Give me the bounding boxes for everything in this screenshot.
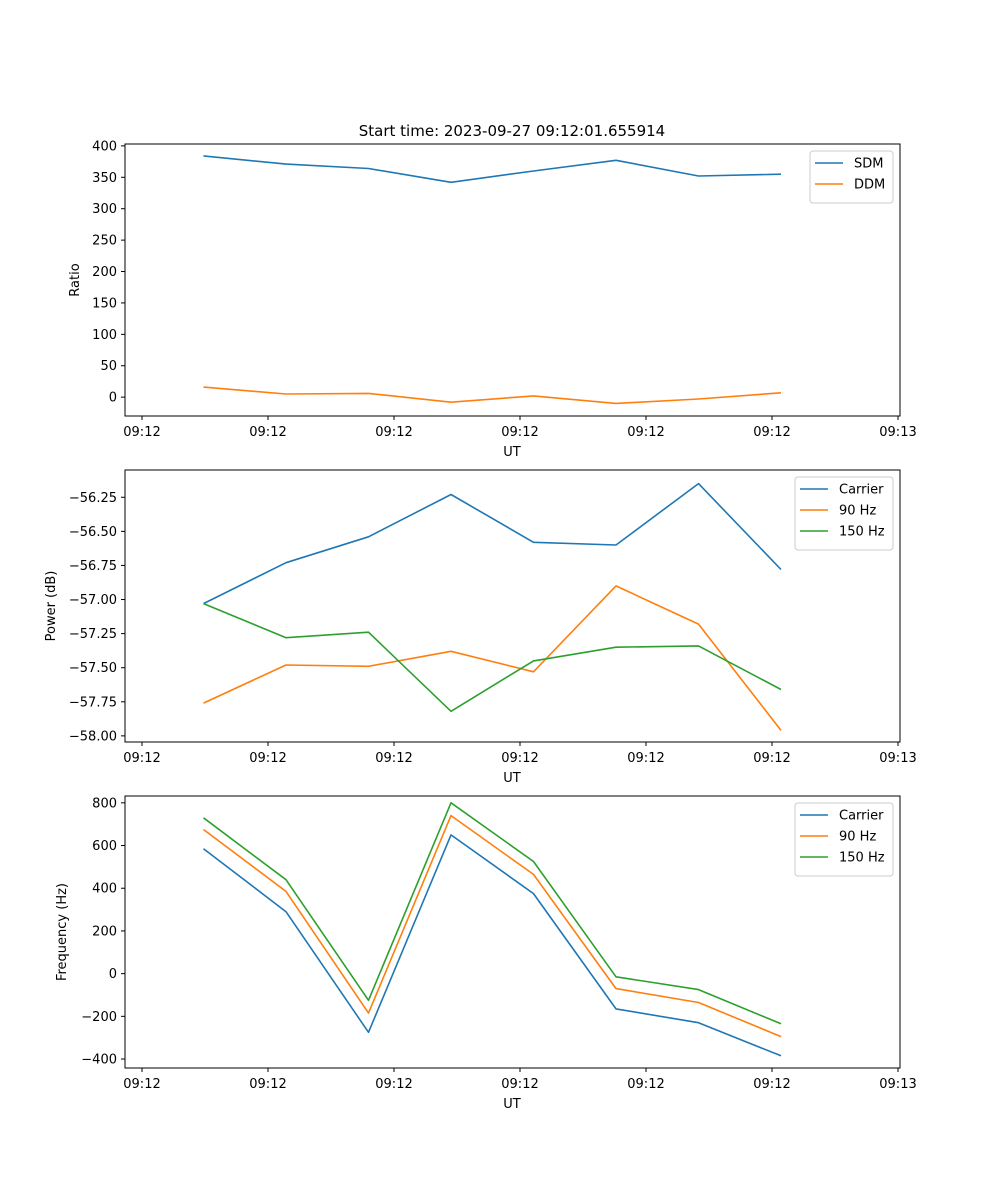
y-tick-label: −56.25 (69, 491, 117, 506)
x-tick-label: 09:12 (249, 751, 286, 766)
y-tick-label: −57.25 (69, 627, 117, 642)
y-tick-label: −400 (81, 1053, 117, 1068)
plot-area (124, 795, 901, 1069)
x-tick-label: 09:12 (627, 425, 664, 440)
series-line-90-hz (203, 585, 782, 731)
series-line-ddm (203, 386, 782, 405)
y-tick-label: 350 (92, 171, 117, 186)
y-tick-label: 400 (92, 139, 117, 154)
x-tick-label: 09:13 (879, 425, 916, 440)
y-tick-label: −200 (81, 1010, 117, 1025)
x-tick-label: 09:12 (627, 751, 664, 766)
chart-title: Start time: 2023-09-27 09:12:01.655914 (359, 122, 665, 140)
y-tick-label: −56.75 (69, 559, 117, 574)
chart-panel-2: 09:12 09:12 09:12 09:12 09:12 09:12 09:13 UT −58… (44, 469, 917, 786)
y-tick-label: 0 (109, 967, 117, 982)
legend-label: DDM (854, 178, 885, 193)
chart-panel-1: 09:12 09:12 09:12 09:12 09:12 09:12 09:13 UT 0 50… (68, 139, 917, 460)
x-tick-label: 09:12 (123, 751, 160, 766)
legend-frame (809, 150, 894, 204)
y-tick-label: 300 (92, 202, 117, 217)
x-tick-label: 09:12 (375, 751, 412, 766)
y-tick-label: −56.50 (69, 525, 117, 540)
x-tick-label: 09:12 (501, 425, 538, 440)
y-tick-label: 150 (92, 296, 117, 311)
x-axis-label: UT (503, 445, 521, 460)
series-line-carrier (203, 482, 782, 605)
legend-label: 150 Hz (839, 851, 885, 866)
x-tick-label: 09:12 (249, 1077, 286, 1092)
y-tick-label: 800 (92, 796, 117, 811)
legend-label: 90 Hz (839, 504, 876, 519)
x-tick-label: 09:12 (501, 751, 538, 766)
legend-label: 90 Hz (839, 830, 876, 845)
x-axis-label: UT (503, 1097, 521, 1112)
x-tick-label: 09:13 (879, 1077, 916, 1092)
legend: SDM DDM (809, 150, 894, 204)
x-tick-label: 09:12 (375, 425, 412, 440)
x-tick-label: 09:12 (123, 1077, 160, 1092)
y-tick-label: −57.75 (69, 695, 117, 710)
x-tick-label: 09:12 (753, 1077, 790, 1092)
legend: Carrier 90 Hz 150 Hz (794, 476, 894, 551)
y-tick-label: 0 (109, 391, 117, 406)
series-line-90-hz (203, 814, 782, 1038)
y-axis-label: Ratio (68, 263, 83, 296)
y-tick-label: 50 (100, 359, 117, 374)
y-tick-label: −57.00 (69, 593, 117, 608)
plot-area (124, 143, 901, 417)
x-tick-label: 09:12 (249, 425, 286, 440)
x-tick-label: 09:12 (501, 1077, 538, 1092)
y-tick-label: 200 (92, 924, 117, 939)
x-tick-label: 09:12 (753, 425, 790, 440)
x-axis-label: UT (503, 771, 521, 786)
series-line-sdm (203, 155, 782, 184)
x-tick-label: 09:13 (879, 751, 916, 766)
y-tick-label: 200 (92, 265, 117, 280)
x-tick-label: 09:12 (627, 1077, 664, 1092)
y-tick-label: 600 (92, 839, 117, 854)
y-tick-label: 250 (92, 234, 117, 249)
series-line-150-hz (203, 602, 782, 713)
x-tick-label: 09:12 (123, 425, 160, 440)
series-line-carrier (203, 834, 782, 1057)
y-tick-label: −57.50 (69, 661, 117, 676)
y-tick-label: 400 (92, 882, 117, 897)
y-tick-label: −58.00 (69, 729, 117, 744)
legend-label: 150 Hz (839, 525, 885, 540)
x-tick-label: 09:12 (753, 751, 790, 766)
legend-label: Carrier (839, 483, 884, 498)
chart-panel-3: 09:12 09:12 09:12 09:12 09:12 09:12 09:13 UT −40… (55, 795, 917, 1112)
series-line-150-hz (203, 801, 782, 1025)
y-axis-label: Frequency (Hz) (55, 883, 70, 981)
plot-area (124, 469, 901, 743)
legend: Carrier 90 Hz 150 Hz (794, 802, 894, 877)
x-tick-label: 09:12 (375, 1077, 412, 1092)
y-tick-label: 100 (92, 328, 117, 343)
legend-label: SDM (854, 157, 883, 172)
legend-label: Carrier (839, 809, 884, 824)
y-axis-label: Power (dB) (44, 571, 59, 642)
